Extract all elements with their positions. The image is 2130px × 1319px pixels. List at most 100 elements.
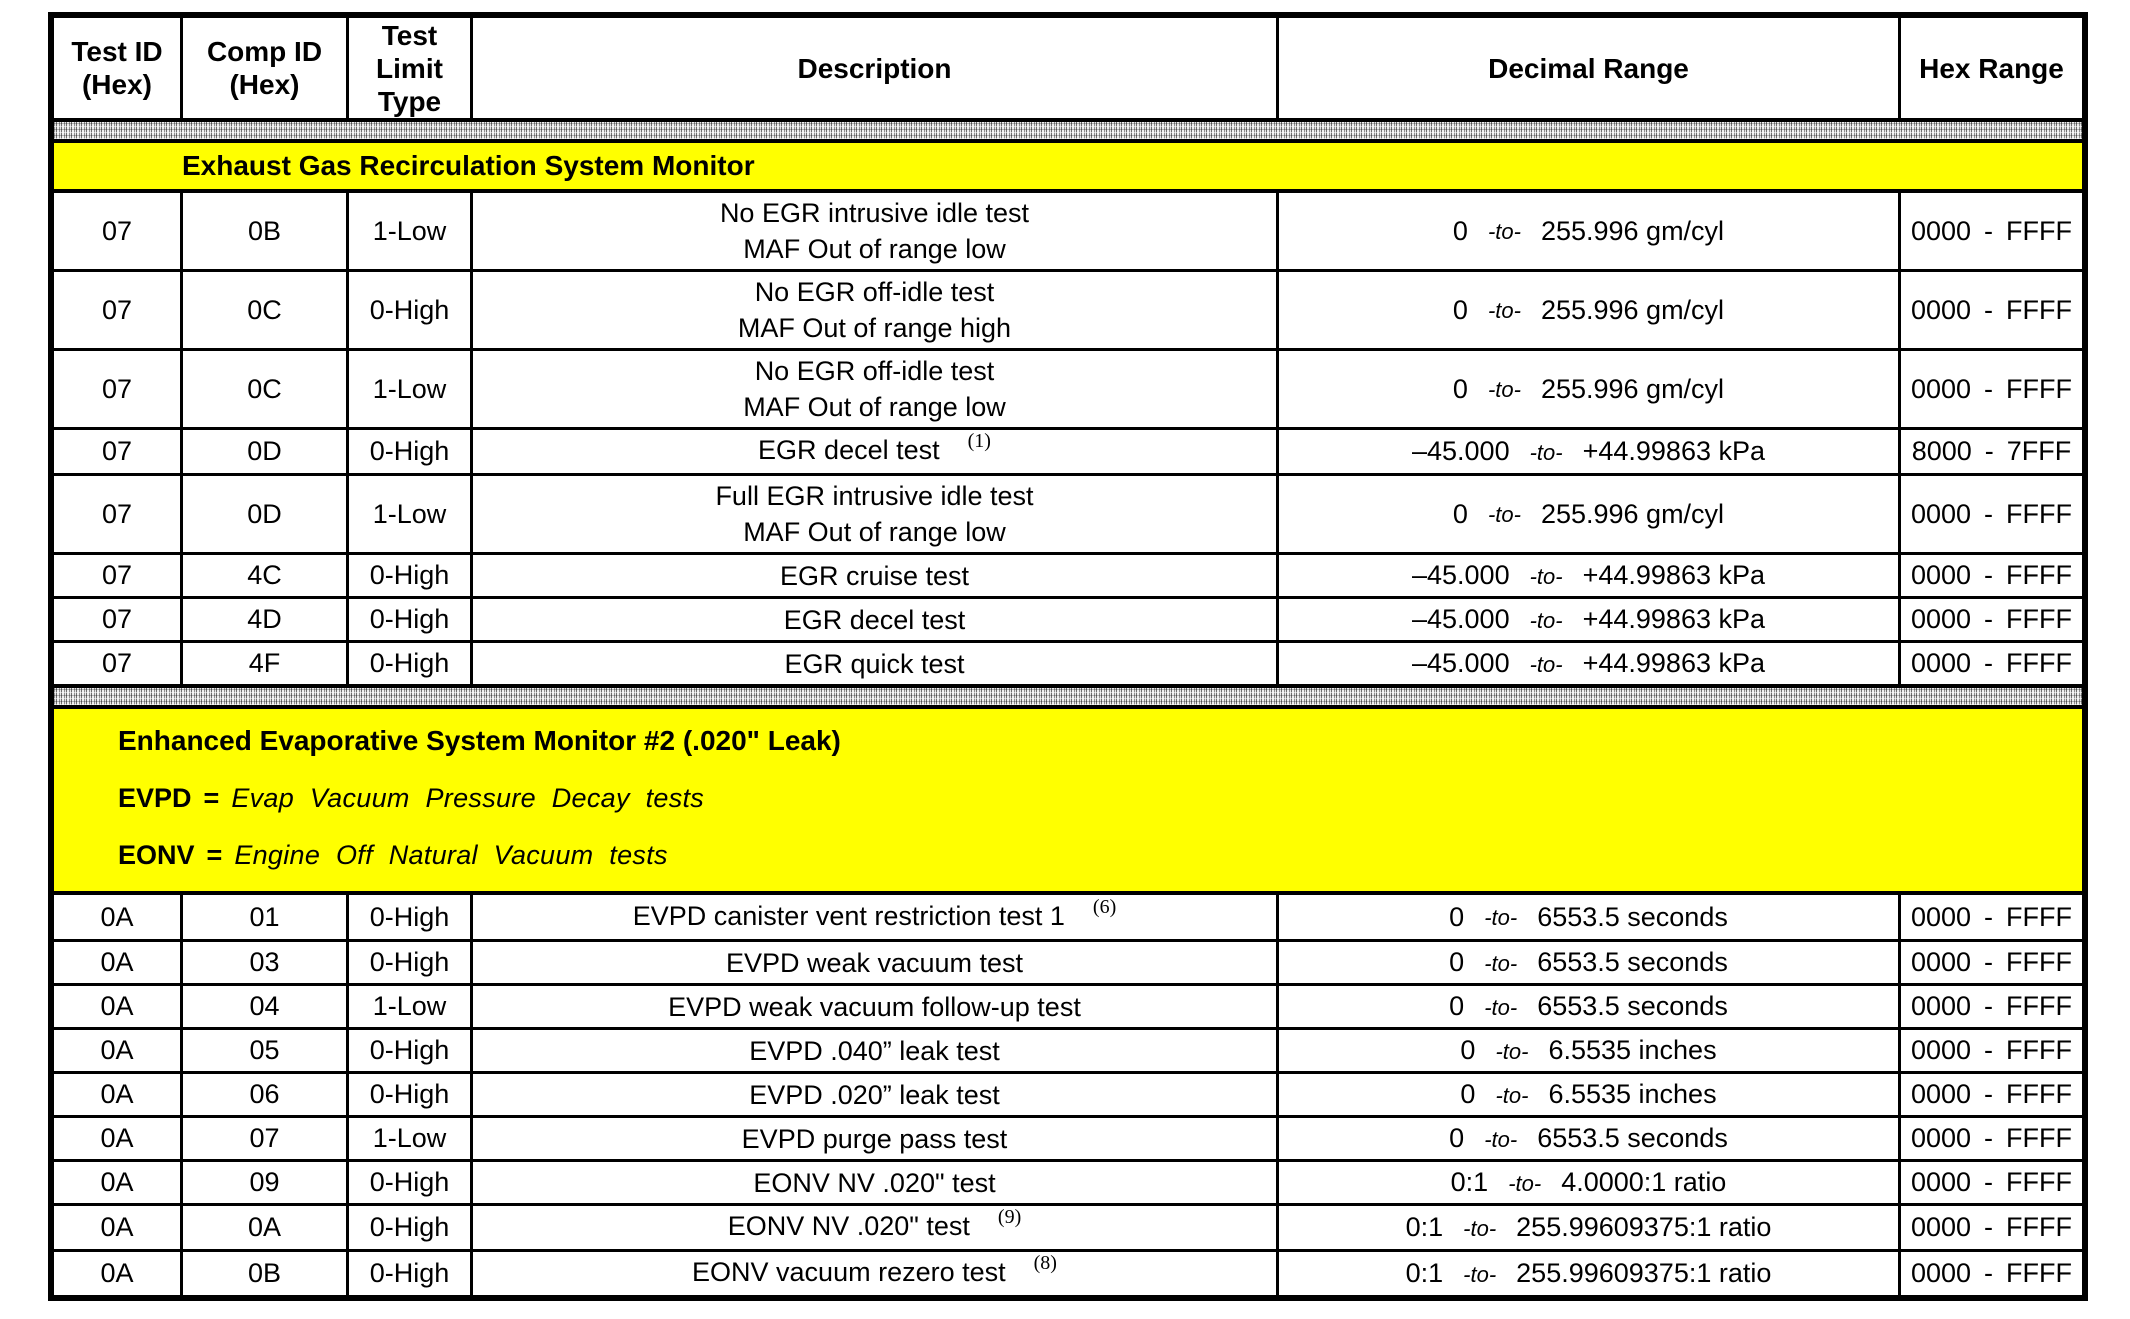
hex-range-to: FFFF — [2006, 1258, 2073, 1288]
column-header-description: Description — [470, 18, 1276, 118]
description-line: EGR quick test — [784, 646, 964, 682]
description-text: Full EGR intrusive idle test — [715, 481, 1034, 511]
decimal-range-to: 255.99609375:1 ratio — [1516, 1212, 1772, 1242]
hex-range-to: FFFF — [2006, 373, 2073, 404]
test-limit-type-cell-value: 0-High — [369, 1167, 450, 1197]
test-limit-type-cell: 1-Low — [346, 1118, 470, 1159]
to-label: -to- — [1487, 219, 1521, 244]
description-line: EGR decel test (1) — [758, 430, 991, 471]
description-cell: EVPD purge pass test — [470, 1118, 1276, 1159]
diagnostic-test-table: Test ID (Hex) Comp ID (Hex) Test Limit Type Des… — [48, 12, 2088, 1301]
decimal-range-from: 0 — [1460, 1079, 1476, 1109]
hex-range-to: FFFF — [2006, 648, 2073, 678]
decimal-range-cell: 0 -to- 255.996 gm/cyl — [1276, 272, 1898, 348]
test-id-cell-value: 07 — [101, 560, 133, 590]
comp-id-cell-value: 01 — [249, 901, 280, 932]
hex-range-from: 0000 — [1910, 1079, 1972, 1109]
column-header-label: Decimal Range — [1488, 52, 1689, 84]
comp-id-cell-value: 06 — [249, 1079, 280, 1109]
table-row: 0A 0B 0-High EONV vacuum rezero test (8) 0:1-… — [54, 1249, 2082, 1295]
to-label: -to- — [1484, 1126, 1518, 1152]
decimal-range-cell: 0:1 -to- 4.0000:1 ratio — [1276, 1162, 1898, 1203]
description-line: MAF Out of range low — [743, 231, 1006, 267]
comp-id-cell: 0C — [180, 351, 346, 427]
comp-id-cell: 0A — [180, 1206, 346, 1249]
test-id-cell: 07 — [54, 599, 180, 640]
test-limit-type-cell: 0-High — [346, 643, 470, 684]
description-line: EONV NV .020" test — [753, 1165, 995, 1201]
test-id-cell-value: 07 — [101, 436, 133, 466]
decimal-range-to: 255.996 gm/cyl — [1540, 215, 1725, 246]
column-header-label: Test ID — [71, 36, 163, 67]
hex-separator: - — [1984, 648, 1994, 678]
table-row: 0A 01 0-High EVPD canister vent restriction… — [54, 895, 2082, 939]
test-id-cell-value: 07 — [101, 498, 133, 529]
test-limit-type-cell-value: 1-Low — [372, 991, 447, 1021]
test-limit-type-cell: 0-High — [346, 1252, 470, 1295]
column-header-comp-id: Comp ID (Hex) — [180, 18, 346, 118]
comp-id-cell: 07 — [180, 1118, 346, 1159]
decimal-range-to: 255.996 gm/cyl — [1540, 498, 1725, 529]
description-line: No EGR off-idle test — [755, 353, 995, 389]
table-row: 07 0D 1-Low Full EGR intrusive idle test MAF… — [54, 473, 2082, 552]
description-text: EONV vacuum rezero test — [692, 1257, 1006, 1287]
comp-id-cell-value: 0D — [247, 436, 282, 466]
hex-range-cell: 0000- FFFF — [1898, 555, 2082, 596]
description-line: EVPD weak vacuum follow-up test — [668, 989, 1081, 1025]
decimal-range-to: +44.99863 kPa — [1582, 436, 1766, 466]
hex-separator: - — [1984, 901, 1994, 932]
decimal-range-from: 0 — [1449, 991, 1465, 1021]
decimal-range-cell: 0 -to- 6553.5 seconds — [1276, 986, 1898, 1027]
hex-range-cell: 0000- FFFF — [1898, 1118, 2082, 1159]
hex-separator: - — [1984, 1035, 1994, 1065]
test-id-cell: 0A — [54, 895, 180, 939]
description-line: EONV vacuum rezero test (8) — [692, 1252, 1057, 1293]
hex-range-from: 0000 — [1910, 1035, 1972, 1065]
description-text: EGR decel test — [758, 435, 940, 465]
table-row: 0A 04 1-Low EVPD weak vacuum follow-up test… — [54, 983, 2082, 1027]
to-label: -to- — [1487, 502, 1521, 527]
decimal-range-to: 6553.5 seconds — [1537, 947, 1728, 977]
hex-range-cell: 8000-7FFF — [1898, 430, 2082, 473]
table-row: 0A 05 0-High EVPD .040” leak test 0 -to- 6.553… — [54, 1027, 2082, 1071]
to-label: -to- — [1508, 1170, 1542, 1196]
test-limit-type-cell: 1-Low — [346, 351, 470, 427]
to-label: -to- — [1484, 905, 1518, 930]
description-cell: No EGR off-idle test MAF Out of range low — [470, 351, 1276, 427]
hex-range-from: 0000 — [1910, 991, 1972, 1021]
hex-range-cell: 0000- FFFF — [1898, 1252, 2082, 1295]
hex-separator: - — [1984, 1079, 1994, 1109]
abbreviation-definition: EVPD = Evap Vacuum Pressure Decay tests — [118, 783, 2082, 814]
to-label: -to- — [1463, 1215, 1497, 1241]
description-cell: EONV NV .020" test — [470, 1162, 1276, 1203]
table-row: 07 4D 0-High EGR decel test –45.000 -to- +44.9… — [54, 596, 2082, 640]
column-header-label: Hex Range — [1919, 52, 2064, 84]
test-id-cell-value: 0A — [100, 947, 134, 977]
comp-id-cell-value: 0D — [247, 498, 282, 529]
table-row: 07 0C 1-Low No EGR off-idle test MAF Out of … — [54, 348, 2082, 427]
test-id-cell: 0A — [54, 1206, 180, 1249]
column-header-label: Description — [797, 52, 952, 84]
test-limit-type-cell-value: 0-High — [369, 1035, 450, 1065]
test-limit-type-cell-value: 1-Low — [372, 498, 447, 529]
test-id-cell: 07 — [54, 272, 180, 348]
table-row: 0A 03 0-High EVPD weak vacuum test 0 -to- 6553… — [54, 939, 2082, 983]
description-text: MAF Out of range low — [743, 517, 1006, 547]
hex-range-to: FFFF — [2006, 498, 2073, 529]
hex-range-cell: 0000- FFFF — [1898, 193, 2082, 269]
table-row: 07 0B 1-Low No EGR intrusive idle test MAF O… — [54, 193, 2082, 269]
description-line: EVPD .040” leak test — [749, 1033, 1000, 1069]
test-limit-type-cell: 0-High — [346, 1030, 470, 1071]
test-id-cell-value: 07 — [101, 373, 133, 404]
hex-separator: - — [1984, 373, 1994, 404]
hex-range-from: 0000 — [1910, 1212, 1972, 1242]
decimal-range-from: –45.000 — [1411, 648, 1510, 678]
comp-id-cell: 4F — [180, 643, 346, 684]
decimal-range-to: 255.99609375:1 ratio — [1516, 1258, 1772, 1288]
test-id-cell-value: 0A — [100, 991, 134, 1021]
hex-range-cell: 0000- FFFF — [1898, 1030, 2082, 1071]
section-header-band: Enhanced Evaporative System Monitor #2 (… — [54, 709, 2082, 895]
test-id-cell-value: 07 — [101, 215, 133, 246]
description-text: No EGR intrusive idle test — [719, 198, 1030, 228]
